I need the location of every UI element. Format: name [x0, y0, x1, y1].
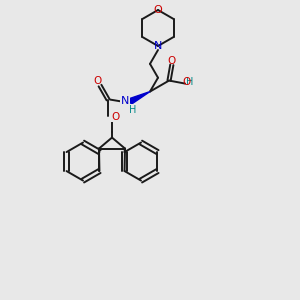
Text: O: O	[93, 76, 101, 85]
Text: N: N	[154, 41, 162, 51]
Text: O: O	[168, 56, 176, 66]
Text: H: H	[186, 76, 194, 87]
Polygon shape	[129, 92, 150, 104]
Text: O: O	[182, 76, 190, 87]
Text: O: O	[111, 112, 119, 122]
Text: H: H	[129, 105, 137, 115]
Text: N: N	[121, 96, 129, 106]
Text: O: O	[154, 5, 162, 15]
